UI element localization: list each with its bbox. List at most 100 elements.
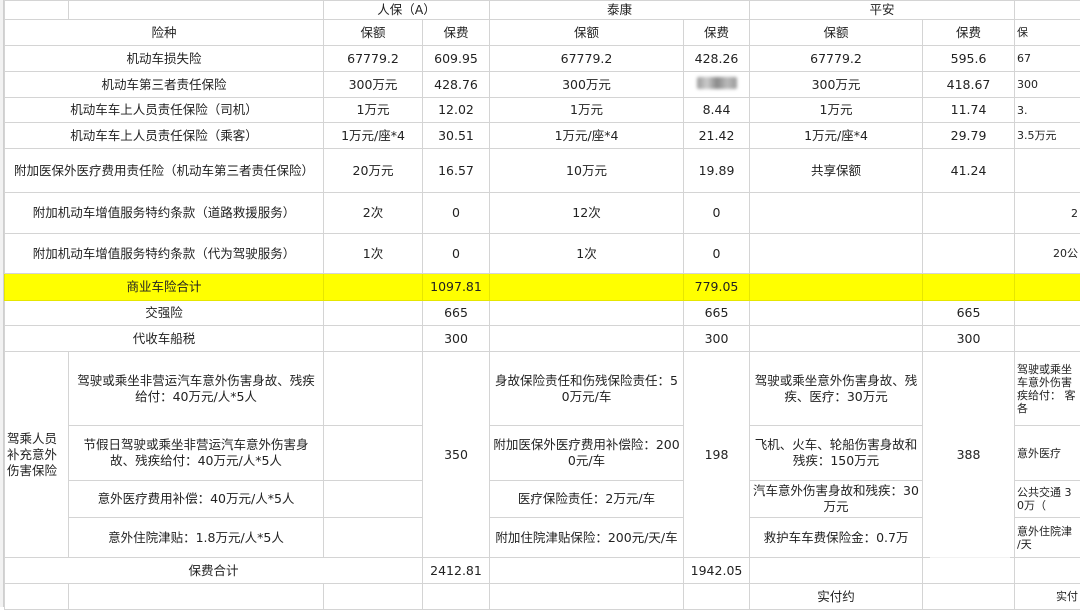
cell[interactable]: 1万元/座*4 — [323, 122, 423, 149]
company-taikang[interactable]: 泰康 — [488, 0, 751, 20]
accident-pingan-premium[interactable]: 388 — [922, 351, 1016, 558]
cell[interactable]: 19.89 — [682, 148, 751, 193]
cell[interactable]: 0 — [422, 192, 490, 234]
cell[interactable]: 595.6 — [922, 45, 1016, 72]
cell[interactable]: 300万元 — [323, 71, 423, 98]
cell[interactable]: 1万元/座*4 — [749, 122, 924, 149]
accident-renbao-item[interactable]: 驾驶或乘坐非营运汽车意外伤害身故、残疾给付：40万元/人*5人 — [68, 351, 324, 426]
cell[interactable]: 428.26 — [682, 45, 751, 72]
cell[interactable]: 2次 — [323, 192, 423, 234]
cell[interactable]: 41.24 — [922, 148, 1016, 193]
cell[interactable]: 12次 — [489, 192, 684, 234]
cell[interactable]: 1万元 — [323, 97, 423, 123]
cell[interactable] — [489, 300, 684, 326]
accident-renbao-premium[interactable]: 350 — [422, 351, 490, 558]
cell[interactable]: 20公 — [1014, 233, 1080, 274]
cell[interactable] — [4, 0, 69, 20]
row-label[interactable]: 机动车损失险 — [4, 45, 324, 72]
accident-taikang-item[interactable]: 身故保险责任和伤残保险责任：50万元/车 — [489, 351, 684, 426]
cell[interactable] — [323, 351, 423, 426]
cell[interactable] — [4, 583, 69, 610]
cell[interactable] — [323, 583, 423, 610]
cell[interactable]: 12.02 — [422, 97, 490, 123]
cell[interactable] — [323, 425, 423, 481]
vessel-tax-label[interactable]: 代收车船税 — [4, 325, 324, 352]
header-amount[interactable]: 保额 — [323, 19, 423, 46]
cell[interactable]: 0 — [422, 233, 490, 274]
cell[interactable] — [1014, 273, 1080, 301]
accident-extra-item[interactable]: 驾驶或乘坐 车意外伤害 疾给付： 客各 — [1014, 351, 1080, 426]
cell[interactable] — [1014, 148, 1080, 193]
cell[interactable]: 11.74 — [922, 97, 1016, 123]
cell[interactable]: 418.67 — [922, 71, 1016, 98]
row-label[interactable]: 机动车第三者责任保险 — [4, 71, 324, 98]
cell[interactable]: 30.51 — [422, 122, 490, 149]
grand-total-renbao[interactable]: 2412.81 — [422, 557, 490, 584]
cell[interactable] — [922, 273, 1016, 301]
accident-renbao-item[interactable]: 节假日驾驶或乘坐非营运汽车意外伤害身故、残疾给付：40万元/人*5人 — [68, 425, 324, 481]
vessel-tax-taikang[interactable]: 300 — [682, 325, 751, 352]
cell[interactable]: 共享保额 — [749, 148, 924, 193]
cell[interactable]: 300万元 — [489, 71, 684, 98]
cell[interactable] — [323, 325, 423, 352]
accident-taikang-premium[interactable]: 198 — [682, 351, 751, 558]
commercial-total-renbao[interactable]: 1097.81 — [422, 273, 490, 301]
header-item[interactable]: 险种 — [4, 19, 324, 46]
commercial-total-label[interactable]: 商业车险合计 — [4, 273, 324, 301]
cell[interactable] — [749, 192, 924, 234]
commercial-total-taikang[interactable]: 779.05 — [682, 273, 751, 301]
cell[interactable]: 16.57 — [422, 148, 490, 193]
cell[interactable]: 67779.2 — [323, 45, 423, 72]
cell[interactable] — [749, 325, 924, 352]
cell[interactable] — [922, 192, 1016, 234]
cell[interactable] — [68, 583, 324, 610]
cell[interactable] — [749, 233, 924, 274]
cell[interactable]: 0 — [682, 233, 751, 274]
company-pingan[interactable]: 平安 — [749, 0, 1016, 20]
accident-extra-item[interactable]: 意外住院津 /天 — [1014, 517, 1080, 558]
cell[interactable] — [749, 273, 924, 301]
header-premium[interactable]: 保费 — [682, 19, 751, 46]
company-renbao[interactable]: 人保（A） — [323, 0, 490, 20]
cell[interactable]: 10万元 — [489, 148, 684, 193]
cell[interactable] — [323, 517, 423, 558]
accident-taikang-item[interactable]: 医疗保险责任：2万元/车 — [489, 480, 684, 518]
cell[interactable]: 2 — [1014, 192, 1080, 234]
row-label[interactable]: 附加机动车增值服务特约条款（道路救援服务） — [4, 192, 324, 234]
cell[interactable]: 1万元 — [749, 97, 924, 123]
cell[interactable]: 1次 — [323, 233, 423, 274]
grand-total-taikang[interactable]: 1942.05 — [682, 557, 751, 584]
blurred-cell[interactable] — [682, 71, 751, 98]
grand-total-label[interactable]: 保费合计 — [4, 557, 423, 584]
cell[interactable] — [749, 557, 924, 584]
vessel-tax-pingan[interactable]: 300 — [922, 325, 1016, 352]
cell[interactable] — [489, 583, 684, 610]
cell[interactable]: 300万元 — [749, 71, 924, 98]
cell[interactable] — [682, 583, 751, 610]
row-label[interactable]: 附加医保外医疗费用责任险（机动车第三者责任保险） — [4, 148, 324, 193]
cell[interactable] — [1014, 557, 1080, 584]
cell[interactable]: 3.5万元 — [1014, 122, 1080, 149]
accident-pingan-item[interactable]: 飞机、火车、轮船伤害身故和残疾：150万元 — [749, 425, 924, 481]
cell[interactable] — [489, 557, 684, 584]
accident-label[interactable]: 驾乘人员补充意外伤害保险 — [4, 351, 69, 558]
cell[interactable] — [922, 233, 1016, 274]
cell[interactable] — [1014, 300, 1080, 326]
accident-pingan-item[interactable]: 驾驶或乘坐意外伤害身故、残疾、医疗：30万元 — [749, 351, 924, 426]
cell[interactable] — [1014, 0, 1080, 20]
accident-taikang-item[interactable]: 附加住院津贴保险：200元/天/车 — [489, 517, 684, 558]
header-premium[interactable]: 保费 — [422, 19, 490, 46]
header-amount[interactable]: 保额 — [749, 19, 924, 46]
cell[interactable] — [922, 583, 1016, 610]
cell[interactable]: 609.95 — [422, 45, 490, 72]
cell[interactable]: 67779.2 — [489, 45, 684, 72]
accident-extra-item[interactable]: 公共交通 30万（ — [1014, 480, 1080, 518]
cell[interactable] — [489, 325, 684, 352]
header-amount[interactable]: 保额 — [489, 19, 684, 46]
cell[interactable]: 29.79 — [922, 122, 1016, 149]
cell[interactable]: 67779.2 — [749, 45, 924, 72]
cell[interactable] — [323, 273, 423, 301]
cell[interactable]: 428.76 — [422, 71, 490, 98]
accident-pingan-item[interactable]: 救护车车费保险金：0.7万 — [749, 517, 924, 558]
cell[interactable] — [323, 300, 423, 326]
